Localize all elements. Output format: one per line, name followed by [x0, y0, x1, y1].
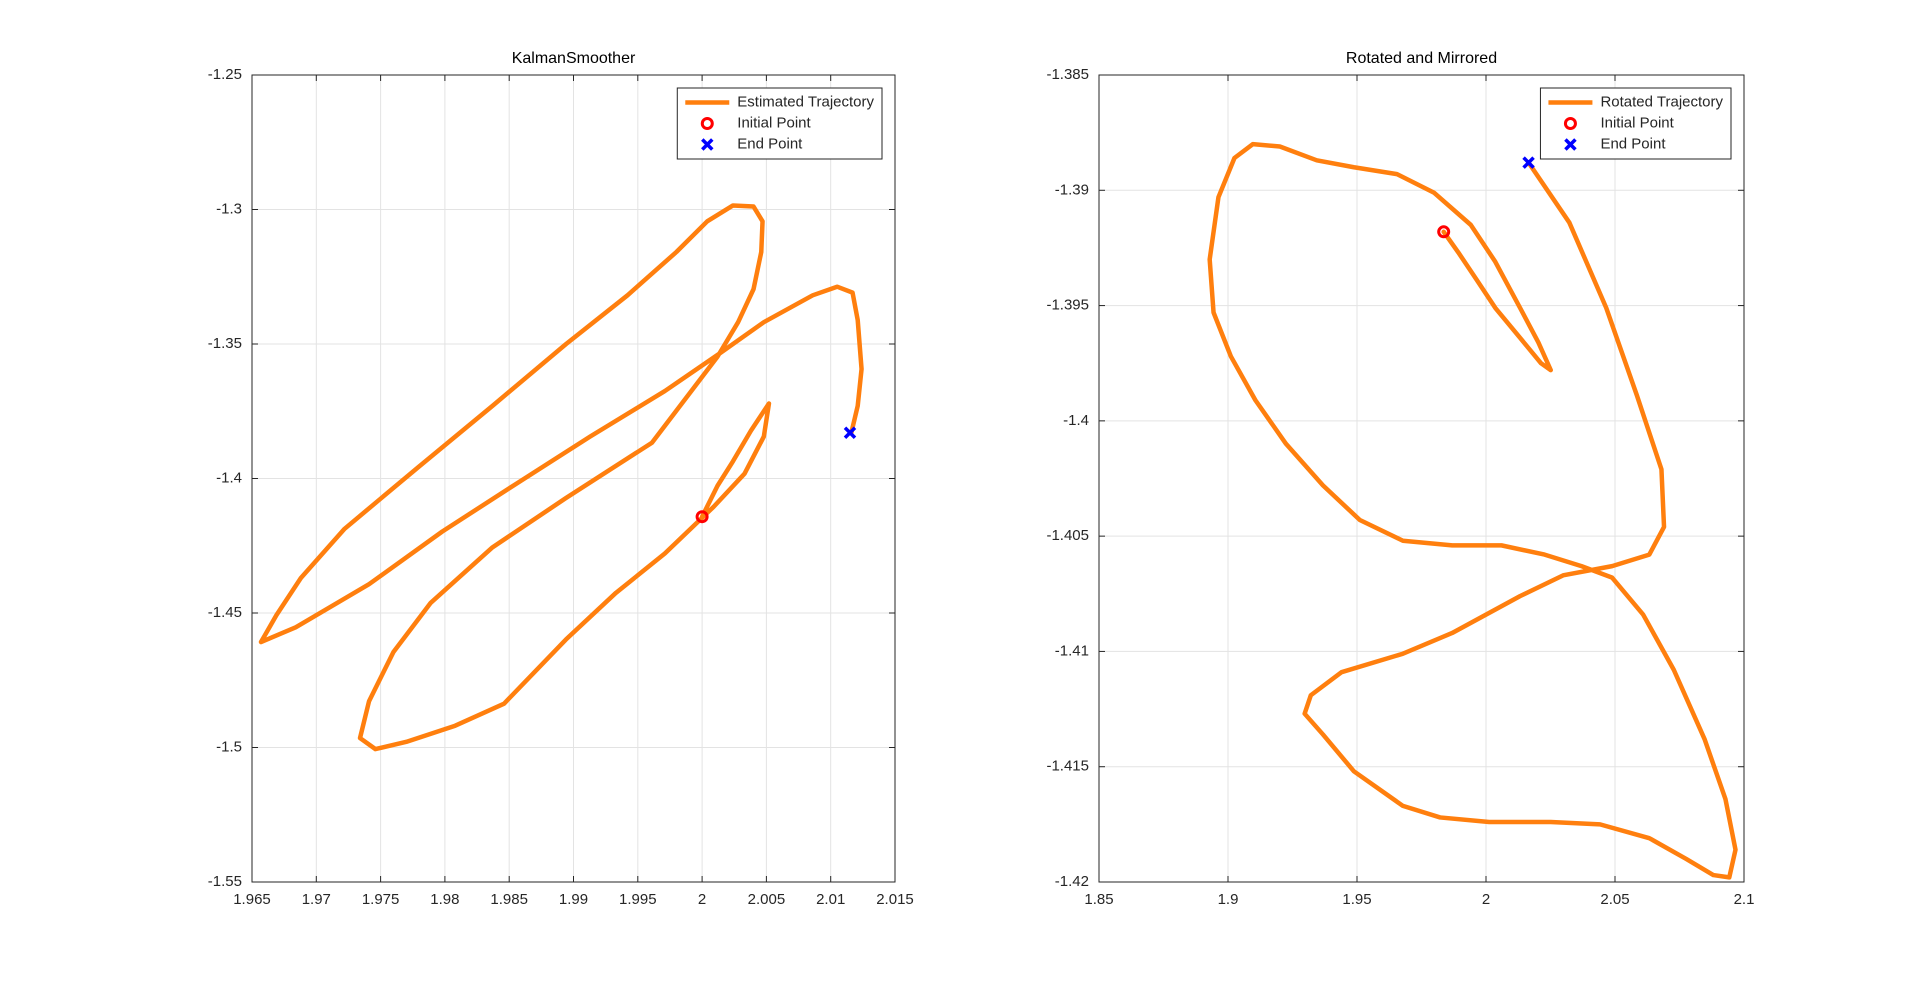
x-tick-label: 2.05 — [1600, 891, 1629, 908]
trajectory-line — [258, 203, 864, 752]
y-tick-label: -1.385 — [1046, 66, 1089, 83]
x-tick-label: 1.9 — [1218, 891, 1239, 908]
y-tick-label: -1.4 — [216, 469, 242, 486]
x-tick-label: 1.995 — [619, 891, 657, 908]
y-tick-label: -1.41 — [1055, 642, 1089, 659]
y-tick-label: -1.35 — [208, 335, 242, 352]
legend-swatch — [700, 117, 714, 130]
y-tick-label: -1.395 — [1046, 297, 1089, 314]
x-tick-label: 1.85 — [1084, 891, 1113, 908]
x-tick-label: 1.99 — [559, 891, 588, 908]
y-tick-label: -1.42 — [1055, 873, 1089, 890]
x-tick-label: 2.1 — [1734, 891, 1755, 908]
x-tick-label: 1.95 — [1342, 891, 1371, 908]
chart-title: Rotated and Mirrored — [1346, 50, 1497, 67]
point-marker — [1437, 225, 1451, 239]
axes: 1.85 1.9 1.95 2 2.05 2.1 -1.42 -1.415 -1.41 -1.40… — [1046, 50, 1754, 908]
y-tick-label: -1.45 — [208, 604, 242, 621]
legend-label: Estimated Trajectory — [737, 93, 874, 110]
legend-swatch — [701, 138, 714, 151]
y-tick-label: -1.4 — [1063, 412, 1089, 429]
legend-label: Initial Point — [737, 114, 811, 131]
trajectory-line — [1207, 141, 1738, 880]
x-tick-label: 1.985 — [490, 891, 528, 908]
chart-title: KalmanSmoother — [512, 50, 636, 67]
x-tick-label: 2.005 — [748, 891, 786, 908]
legend-label: Rotated Trajectory — [1600, 93, 1723, 110]
legend-label: End Point — [1600, 135, 1666, 152]
legend-swatch — [1563, 117, 1577, 130]
y-tick-label: -1.3 — [216, 200, 242, 217]
x-tick-label: 2 — [1482, 891, 1490, 908]
plot-area — [1099, 75, 1744, 882]
x-tick-label: 1.98 — [430, 891, 459, 908]
point-marker — [1522, 156, 1535, 169]
legend-swatch — [1564, 138, 1577, 151]
legend: Estimated Trajectory Initial Point End Poi… — [676, 87, 883, 160]
y-tick-label: -1.39 — [1055, 181, 1089, 198]
y-tick-label: -1.415 — [1046, 758, 1089, 775]
y-tick-label: -1.25 — [208, 66, 242, 83]
y-tick-label: -1.405 — [1046, 527, 1089, 544]
x-tick-label: 1.97 — [302, 891, 331, 908]
x-tick-label: 2 — [698, 891, 706, 908]
x-tick-label: 2.015 — [876, 891, 914, 908]
axes-box — [251, 74, 896, 883]
axes: 1.965 1.97 1.975 1.98 1.985 1.99 1.995 2 2.005 2.… — [208, 50, 914, 908]
point-marker — [843, 426, 857, 440]
x-tick-label: 1.965 — [233, 891, 271, 908]
legend-label: End Point — [737, 135, 803, 152]
legend: Rotated Trajectory Initial Point End Point — [1539, 87, 1732, 160]
x-tick-label: 2.01 — [816, 891, 845, 908]
point-marker — [695, 510, 709, 524]
axes-box — [1098, 74, 1745, 883]
y-tick-label: -1.5 — [216, 738, 242, 755]
x-tick-label: 1.975 — [362, 891, 400, 908]
y-tick-label: -1.55 — [208, 873, 242, 890]
legend-label: Initial Point — [1600, 114, 1674, 131]
